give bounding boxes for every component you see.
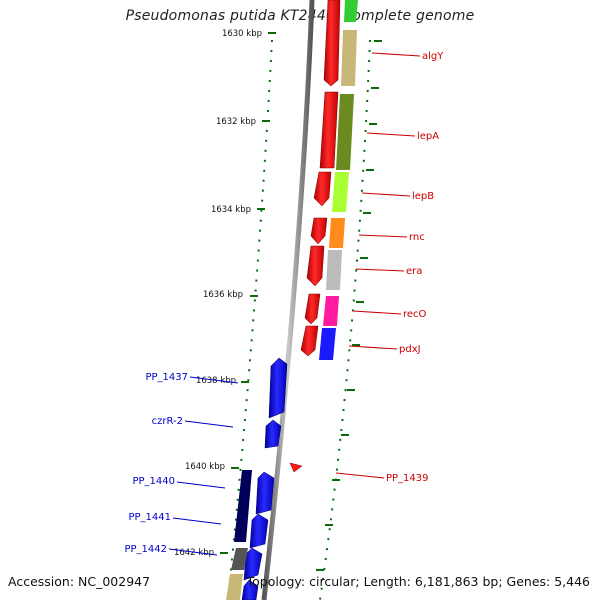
gene-label-algY: algY	[422, 51, 444, 62]
gene-label-czrR-2: czrR-2	[152, 416, 183, 427]
gene-label-rnc: rnc	[409, 232, 425, 243]
gene-label-era: era	[406, 266, 422, 277]
gene-label-lepA: lepA	[417, 131, 439, 142]
gene-label-lepB: lepB	[412, 191, 434, 202]
forward-leaders	[335, 52, 421, 479]
reverse-genes	[241, 357, 288, 600]
gene-label-PP_1441: PP_1441	[128, 512, 171, 523]
forward-gene-labels: algY lepA lepB rnc era recO pdxJ PP_1439	[386, 51, 444, 484]
outer-ticks	[316, 40, 382, 571]
gene-label-pdxJ: pdxJ	[399, 344, 421, 355]
genome-summary-label: Topology: circular; Length: 6,181,863 bp…	[246, 574, 590, 589]
forward-genes	[289, 0, 341, 473]
cog-track-forward	[319, 0, 358, 360]
reverse-gene-labels: PP_1437 czrR-2 PP_1440 PP_1441 PP_1442	[124, 372, 188, 555]
genome-backbone	[261, 0, 315, 600]
scale-tick-label: 1634 kbp	[211, 205, 251, 215]
gene-label-PP_1442: PP_1442	[124, 544, 167, 555]
inner-ticks	[220, 32, 276, 554]
gene-label-recO: recO	[403, 309, 427, 320]
reverse-leaders	[168, 376, 239, 556]
scale-tick-label: 1640 kbp	[185, 462, 225, 472]
gene-label-PP_1440: PP_1440	[132, 476, 175, 487]
scale-tick-label: 1642 kbp	[174, 548, 214, 558]
accession-label: Accession: NC_002947	[8, 574, 151, 589]
map-title: Pseudomonas putida KT2440, complete geno…	[125, 8, 475, 24]
scale-tick-label: 1638 kbp	[196, 376, 236, 386]
scale-tick-label: 1636 kbp	[203, 290, 243, 300]
scale-tick-label: 1630 kbp	[222, 29, 262, 39]
gene-label-PP_1437: PP_1437	[145, 372, 188, 383]
scale-tick-label: 1632 kbp	[216, 117, 256, 127]
cog-track-reverse	[226, 470, 252, 600]
gene-label-PP_1439: PP_1439	[386, 473, 429, 484]
